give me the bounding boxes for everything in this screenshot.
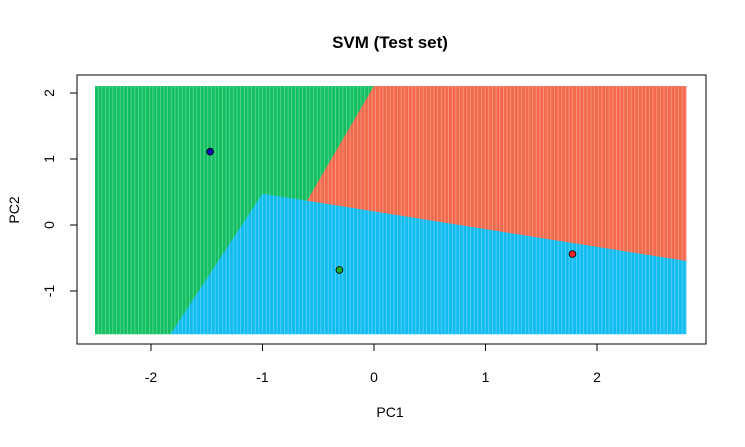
grid-stripes — [97, 86, 687, 334]
y-axis-label: PC2 — [6, 196, 22, 223]
x-tick-label: -2 — [145, 369, 158, 385]
y-tick-label: 1 — [41, 155, 57, 163]
decision-regions — [95, 86, 687, 335]
x-tick-label: 1 — [482, 369, 490, 385]
y-axis: -1 0 1 2 — [41, 89, 78, 298]
x-axis-label: PC1 — [376, 404, 403, 420]
test-point — [206, 147, 214, 156]
y-tick-label: -1 — [41, 285, 57, 298]
x-tick-label: 0 — [370, 369, 378, 385]
test-point — [335, 266, 344, 274]
x-tick-label: -1 — [256, 369, 269, 385]
region-class-3 — [170, 193, 687, 335]
test-point — [568, 250, 577, 258]
chart-title: SVM (Test set) — [332, 33, 448, 52]
x-axis: -2 -1 0 1 2 — [145, 343, 601, 385]
y-tick-label: 0 — [41, 221, 57, 229]
x-tick-label: 2 — [593, 369, 601, 385]
test-points — [206, 147, 577, 274]
y-tick-label: 2 — [41, 89, 57, 97]
